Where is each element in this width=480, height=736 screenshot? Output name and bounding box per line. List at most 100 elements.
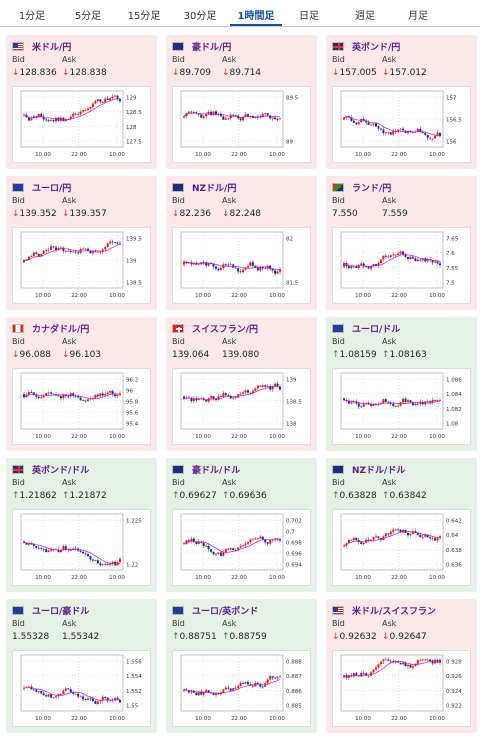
rate-card[interactable]: ユーロ/英ポンド Bid Ask ↑0.88751 ↑0.88759 0.888 0.887…: [166, 599, 317, 733]
tab-5[interactable]: 日足: [299, 11, 319, 22]
pair-name[interactable]: NZドル/ドル: [352, 465, 406, 476]
rate-card[interactable]: ランド/円 Bid Ask 7.550 7.559 7.65 7.6 7.55 7.5 10:00…: [326, 176, 477, 310]
candle-body: [242, 116, 245, 121]
candle-body: [104, 564, 107, 565]
rate-card[interactable]: ユーロ/豪ドル Bid Ask 1.55328 1.55342 1.556 1.554 1.5…: [6, 599, 157, 733]
candle-body: [402, 398, 405, 403]
pair-name[interactable]: ユーロ/円: [32, 183, 72, 194]
candle-body: [217, 552, 220, 554]
bid-label: Bid: [12, 196, 25, 205]
tab-6[interactable]: 週足: [355, 11, 375, 22]
pair-name[interactable]: カナダドル/円: [32, 324, 90, 335]
rate-card[interactable]: ユーロ/円 Bid Ask ↓139.352 ↓139.357 139.5 139 138.5…: [6, 176, 157, 310]
candlestick-chart[interactable]: 0.642 0.64 0.638 0.636 10:00 22:00 10:00: [332, 509, 471, 586]
ask-label: Ask: [382, 196, 397, 205]
bid-value: ↓128.836: [12, 68, 57, 78]
candle-body: [274, 270, 277, 274]
rate-card[interactable]: 豪ドル/円 Bid Ask ↓89.709 ↓89.714 89.5 89 10:00 22:0…: [166, 35, 317, 169]
candle-body: [254, 538, 257, 540]
pair-name[interactable]: 豪ドル/ドル: [192, 465, 241, 476]
tab-0[interactable]: 1分足: [18, 11, 46, 22]
candle-body: [23, 687, 25, 689]
pair-name[interactable]: ユーロ/ドル: [352, 324, 401, 335]
tab-4[interactable]: 1時間足: [237, 11, 275, 22]
candlestick-chart[interactable]: 7.65 7.6 7.55 7.5 10:00 22:00 10:00: [332, 227, 471, 304]
candle-body: [254, 388, 257, 391]
rate-card[interactable]: カナダドル/円 Bid Ask ↓96.088 ↓96.103 96.2 96 95.8 95.…: [6, 317, 157, 451]
candlestick-chart[interactable]: 0.702 0.7 0.698 0.696 0.694 10:00 22:00 10:00: [172, 509, 311, 586]
rate-card[interactable]: スイスフラン/円 Bid Ask 139.064 139.080 139 138.5 138 1…: [166, 317, 317, 451]
y-tick-label: 96: [126, 389, 133, 395]
pair-name[interactable]: 豪ドル/円: [192, 42, 232, 53]
candle-body: [23, 394, 25, 398]
candle-body: [239, 271, 242, 273]
pair-name[interactable]: 英ポンド/ドル: [32, 465, 90, 476]
candlestick-chart[interactable]: 139.5 139 138.5 10:00 22:00 10:00: [12, 227, 151, 304]
candle-body: [347, 400, 350, 404]
rate-card[interactable]: 英ポンド/円 Bid Ask ↓157.005 ↓157.012 157 156.5 156 1…: [326, 35, 477, 169]
candlestick-chart[interactable]: 139 138.5 138 10:00 22:00 10:00: [172, 368, 311, 445]
rate-card[interactable]: 英ポンド/ドル Bid Ask ↑1.21862 ↑1.21872 1.225 1.22 10…: [6, 458, 157, 592]
tab-7[interactable]: 月足: [408, 11, 428, 22]
candle-body: [399, 128, 402, 130]
candle-body: [367, 402, 370, 404]
pair-name[interactable]: 米ドル/円: [32, 42, 72, 53]
candle-body: [279, 118, 281, 120]
pair-name[interactable]: ユーロ/豪ドル: [32, 606, 90, 617]
y-tick-label: 1.554: [126, 674, 142, 680]
candlestick-chart[interactable]: 96.2 96 95.8 95.6 95.4 10:00 22:00 10:00: [12, 368, 151, 445]
rate-card[interactable]: 豪ドル/ドル Bid Ask ↑0.69627 ↑0.69636 0.702 0.7 0.69…: [166, 458, 317, 592]
candle-body: [407, 400, 409, 402]
candle-body: [27, 392, 30, 395]
pair-name[interactable]: ランド/円: [352, 183, 392, 194]
rate-card[interactable]: 米ドル/円 Bid Ask ↓128.836 ↓128.838 129 128.5 128 12…: [6, 35, 157, 169]
candle-body: [367, 122, 370, 125]
rate-card[interactable]: NZドル/円 Bid Ask ↓82.236 ↓82.248 82 81.5 10:00 22:…: [166, 176, 317, 310]
candle-body: [227, 395, 230, 397]
candle-body: [276, 119, 279, 120]
candle-body: [207, 545, 210, 550]
candle-body: [404, 662, 407, 667]
rate-card[interactable]: NZドル/ドル Bid Ask ↑0.63828 ↑0.63842 0.642 0.64 0.…: [326, 458, 477, 592]
candle-body: [50, 119, 53, 121]
rate-card[interactable]: ユーロ/ドル Bid Ask ↑1.08159 ↑1.08163 1.086 1.084 1.…: [326, 317, 477, 451]
pair-name[interactable]: スイスフラン/円: [192, 324, 259, 335]
candle-body: [212, 111, 215, 116]
candlestick-chart[interactable]: 129 128.5 128 127.5 10:00 22:00 10:00: [12, 86, 151, 163]
candle-body: [195, 263, 198, 265]
y-tick-label: 0.694: [286, 563, 302, 569]
candle-body: [62, 247, 65, 252]
candlestick-chart[interactable]: 0.888 0.887 0.886 0.885 10:00 22:00 10:00: [172, 650, 311, 727]
candlestick-chart[interactable]: 82 81.5 10:00 22:00 10:00: [172, 227, 311, 304]
candle-body: [99, 393, 102, 397]
y-tick-label: 7.5: [446, 281, 455, 287]
up-arrow-icon: ↑: [62, 491, 70, 501]
candle-body: [116, 95, 119, 99]
tab-3[interactable]: 30分足: [183, 11, 217, 22]
ask-label: Ask: [62, 196, 77, 205]
candle-body: [37, 547, 40, 549]
eu-flag-icon: [12, 605, 24, 615]
candle-body: [389, 660, 392, 662]
tab-1[interactable]: 5分足: [74, 11, 102, 22]
pair-name[interactable]: ユーロ/英ポンド: [192, 606, 259, 617]
bid-value: ↓96.088: [12, 350, 51, 360]
candlestick-chart[interactable]: 1.225 1.22 10:00 22:00 10:00: [12, 509, 151, 586]
candlestick-chart[interactable]: 1.556 1.554 1.552 1.55 10:00 22:00 10:00: [12, 650, 151, 727]
candle-body: [436, 400, 439, 402]
timeframe-tabs: 1分足 5分足 15分足 30分足 1時間足 日足 週足 月足: [0, 0, 480, 27]
candlestick-chart[interactable]: 157 156.5 156 10:00 22:00 10:00: [332, 86, 471, 163]
pair-name[interactable]: 米ドル/スイスフラン: [352, 606, 437, 617]
candlestick-chart[interactable]: 1.086 1.084 1.082 1.08 10:00 22:00 10:00: [332, 368, 471, 445]
pair-name[interactable]: NZドル/円: [192, 183, 237, 194]
candlestick-chart[interactable]: 0.928 0.926 0.924 0.922 10:00 22:00 10:00: [332, 650, 471, 727]
candle-body: [411, 666, 414, 668]
candlestick-chart[interactable]: 89.5 89 10:00 22:00 10:00: [172, 86, 311, 163]
candle-body: [37, 253, 40, 257]
candle-body: [237, 268, 240, 272]
rate-card[interactable]: 米ドル/スイスフラン Bid Ask ↓0.92632 ↓0.92647 0.928 0.9…: [326, 599, 477, 733]
candle-body: [362, 404, 365, 407]
candle-body: [47, 249, 50, 251]
tab-2[interactable]: 15分足: [127, 11, 161, 22]
pair-name[interactable]: 英ポンド/円: [352, 42, 401, 53]
